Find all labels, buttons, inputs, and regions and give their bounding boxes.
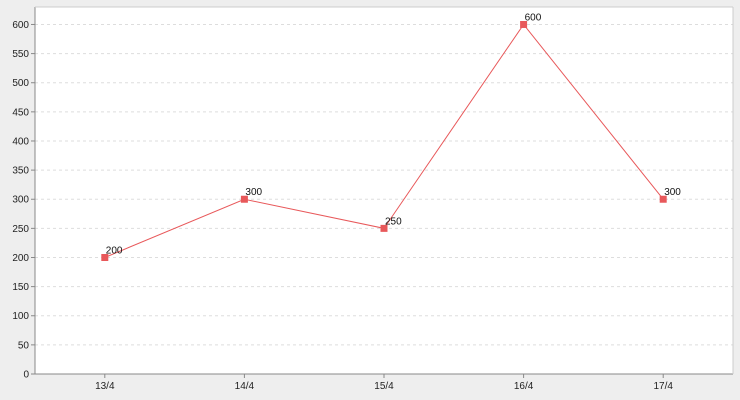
y-tick-label: 300: [12, 195, 29, 206]
plot-area: [35, 7, 733, 374]
x-tick-label: 14/4: [235, 381, 255, 392]
data-label: 200: [106, 245, 123, 256]
y-tick-label: 600: [12, 20, 29, 31]
y-tick-label: 400: [12, 136, 29, 147]
data-label: 300: [245, 187, 262, 198]
y-tick-label: 150: [12, 282, 29, 293]
x-tick-label: 15/4: [374, 381, 394, 392]
data-label: 300: [664, 187, 681, 198]
data-point-marker: [380, 224, 388, 232]
y-tick-label: 50: [18, 340, 30, 351]
x-tick-label: 16/4: [514, 381, 534, 392]
y-tick-label: 500: [12, 78, 29, 89]
y-tick-label: 550: [12, 49, 29, 60]
x-tick-label: 17/4: [653, 381, 673, 392]
y-tick-label: 450: [12, 107, 29, 118]
y-tick-label: 250: [12, 224, 29, 235]
y-tick-label: 200: [12, 253, 29, 264]
x-tick-label: 13/4: [95, 381, 115, 392]
y-tick-label: 100: [12, 311, 29, 322]
data-point-marker: [101, 253, 109, 261]
data-point-marker: [659, 195, 667, 203]
data-label: 600: [525, 12, 542, 23]
data-point-marker: [520, 20, 528, 28]
y-tick-label: 350: [12, 166, 29, 177]
y-tick-label: 0: [23, 370, 29, 381]
data-label: 250: [385, 216, 402, 227]
data-point-marker: [240, 195, 248, 203]
